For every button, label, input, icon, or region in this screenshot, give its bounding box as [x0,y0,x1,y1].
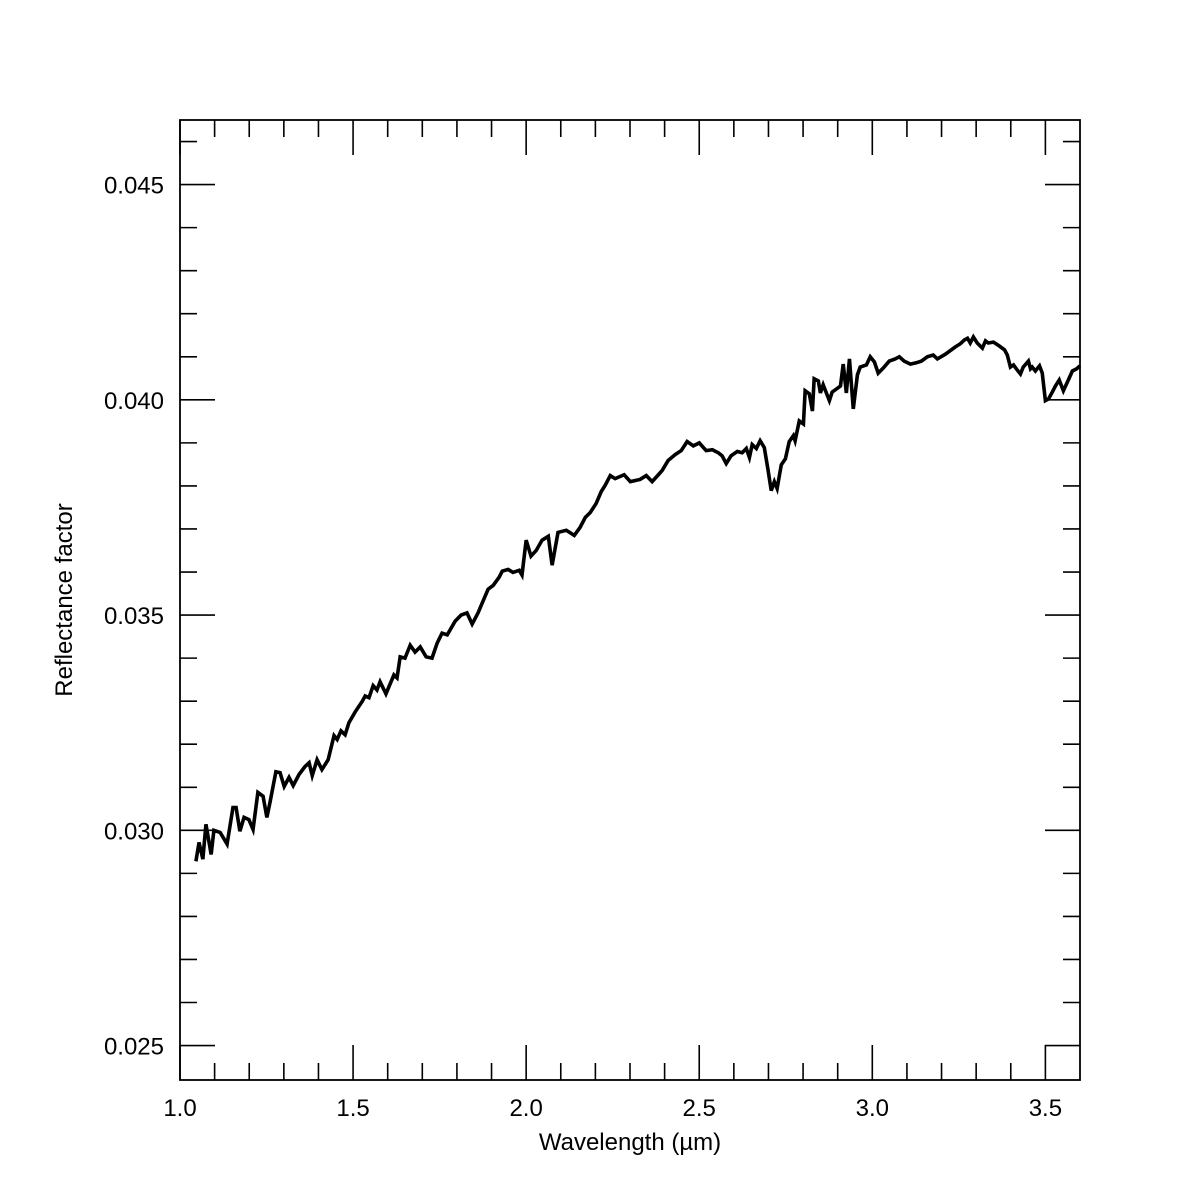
x-tick-label: 3.0 [856,1095,889,1122]
y-tick-label: 0.025 [104,1034,164,1061]
x-tick-label: 2.0 [509,1095,542,1122]
x-tick-label: 1.5 [336,1095,369,1122]
y-tick-label: 0.030 [104,818,164,845]
x-tick-label: 3.5 [1029,1095,1062,1122]
x-tick-label: 1.0 [163,1095,196,1122]
y-axis-title: Reflectance factor [51,503,78,696]
spectrum-line [194,333,1082,862]
y-tick-label: 0.040 [104,388,164,415]
x-axis-title: Wavelength (µm) [539,1129,721,1156]
x-tick-label: 2.5 [683,1095,716,1122]
y-tick-label: 0.045 [104,173,164,200]
y-tick-label: 0.035 [104,603,164,630]
